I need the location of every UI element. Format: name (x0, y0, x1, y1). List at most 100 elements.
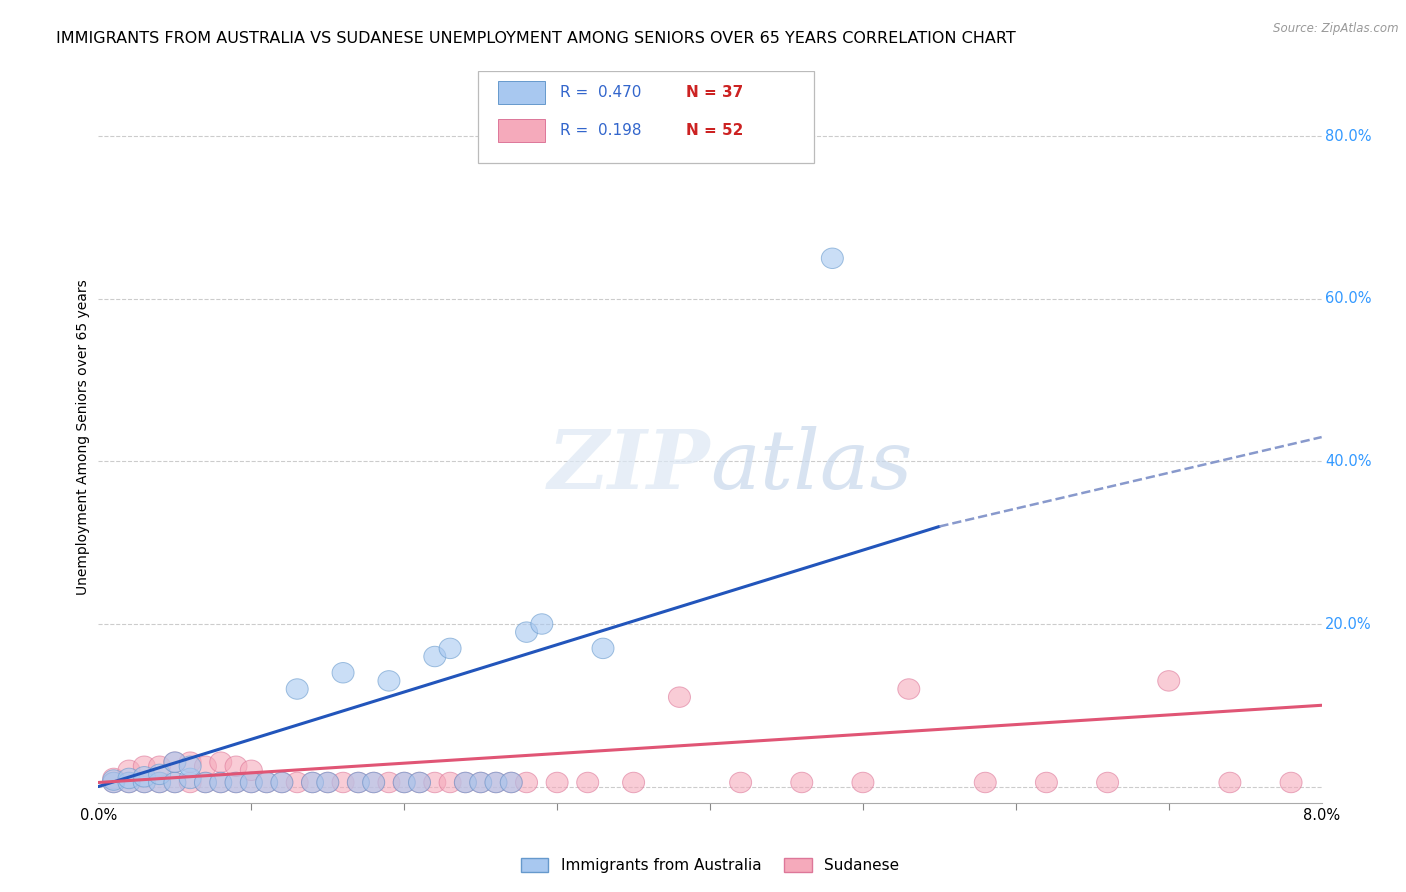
Ellipse shape (179, 752, 201, 772)
Legend: Immigrants from Australia, Sudanese: Immigrants from Australia, Sudanese (515, 852, 905, 880)
Ellipse shape (516, 772, 537, 793)
Ellipse shape (134, 756, 155, 776)
Ellipse shape (194, 756, 217, 776)
Ellipse shape (898, 679, 920, 699)
Text: Source: ZipAtlas.com: Source: ZipAtlas.com (1274, 22, 1399, 36)
Ellipse shape (516, 622, 537, 642)
Ellipse shape (852, 772, 875, 793)
Ellipse shape (225, 756, 247, 776)
Ellipse shape (423, 772, 446, 793)
Ellipse shape (240, 772, 263, 793)
Ellipse shape (316, 772, 339, 793)
Ellipse shape (1157, 671, 1180, 691)
FancyBboxPatch shape (478, 71, 814, 162)
Ellipse shape (454, 772, 477, 793)
Ellipse shape (165, 752, 186, 772)
Ellipse shape (454, 772, 477, 793)
Ellipse shape (179, 756, 201, 776)
Text: ZIP: ZIP (547, 426, 710, 507)
Ellipse shape (576, 772, 599, 793)
Ellipse shape (103, 772, 125, 793)
Ellipse shape (118, 760, 141, 780)
Ellipse shape (134, 766, 155, 787)
Ellipse shape (165, 772, 186, 793)
Text: 80.0%: 80.0% (1326, 128, 1372, 144)
Ellipse shape (332, 663, 354, 683)
Ellipse shape (149, 764, 170, 785)
Text: R =  0.470: R = 0.470 (560, 85, 641, 100)
Text: N = 52: N = 52 (686, 123, 742, 138)
Text: 40.0%: 40.0% (1326, 454, 1372, 469)
Ellipse shape (287, 679, 308, 699)
Ellipse shape (103, 770, 125, 790)
Ellipse shape (149, 756, 170, 776)
Ellipse shape (287, 772, 308, 793)
Ellipse shape (118, 772, 141, 793)
Ellipse shape (378, 671, 399, 691)
Text: 20.0%: 20.0% (1326, 616, 1372, 632)
Ellipse shape (240, 760, 263, 780)
Text: R =  0.198: R = 0.198 (560, 123, 641, 138)
Ellipse shape (225, 772, 247, 793)
Ellipse shape (209, 772, 232, 793)
Ellipse shape (439, 638, 461, 658)
Ellipse shape (974, 772, 997, 793)
Ellipse shape (179, 768, 201, 789)
Ellipse shape (194, 772, 217, 793)
Ellipse shape (256, 772, 277, 793)
Ellipse shape (531, 614, 553, 634)
FancyBboxPatch shape (498, 81, 546, 104)
Ellipse shape (363, 772, 385, 793)
Ellipse shape (316, 772, 339, 793)
Ellipse shape (623, 772, 644, 793)
Ellipse shape (409, 772, 430, 793)
Ellipse shape (668, 687, 690, 707)
Ellipse shape (423, 647, 446, 666)
Ellipse shape (301, 772, 323, 793)
Ellipse shape (592, 638, 614, 658)
Ellipse shape (363, 772, 385, 793)
Ellipse shape (179, 772, 201, 793)
Ellipse shape (332, 772, 354, 793)
Ellipse shape (378, 772, 399, 793)
Ellipse shape (394, 772, 415, 793)
Ellipse shape (209, 772, 232, 793)
Ellipse shape (118, 768, 141, 789)
Ellipse shape (439, 772, 461, 793)
Ellipse shape (256, 772, 277, 793)
Ellipse shape (485, 772, 508, 793)
Ellipse shape (347, 772, 370, 793)
Text: N = 37: N = 37 (686, 85, 742, 100)
Ellipse shape (134, 772, 155, 793)
Ellipse shape (1219, 772, 1241, 793)
Ellipse shape (118, 772, 141, 793)
Ellipse shape (470, 772, 492, 793)
Ellipse shape (347, 772, 370, 793)
Ellipse shape (225, 772, 247, 793)
Ellipse shape (149, 772, 170, 793)
Ellipse shape (134, 772, 155, 793)
Ellipse shape (501, 772, 522, 793)
Ellipse shape (409, 772, 430, 793)
Text: IMMIGRANTS FROM AUSTRALIA VS SUDANESE UNEMPLOYMENT AMONG SENIORS OVER 65 YEARS C: IMMIGRANTS FROM AUSTRALIA VS SUDANESE UN… (56, 31, 1017, 46)
Ellipse shape (103, 772, 125, 793)
Ellipse shape (790, 772, 813, 793)
Ellipse shape (301, 772, 323, 793)
Ellipse shape (165, 752, 186, 772)
Ellipse shape (501, 772, 522, 793)
Ellipse shape (194, 772, 217, 793)
FancyBboxPatch shape (498, 119, 546, 143)
Ellipse shape (1279, 772, 1302, 793)
Y-axis label: Unemployment Among Seniors over 65 years: Unemployment Among Seniors over 65 years (76, 279, 90, 595)
Ellipse shape (1035, 772, 1057, 793)
Ellipse shape (149, 772, 170, 793)
Ellipse shape (485, 772, 508, 793)
Ellipse shape (271, 772, 292, 793)
Text: 60.0%: 60.0% (1326, 292, 1372, 307)
Ellipse shape (821, 248, 844, 268)
Ellipse shape (165, 772, 186, 793)
Ellipse shape (103, 768, 125, 789)
Text: atlas: atlas (710, 426, 912, 507)
Ellipse shape (209, 752, 232, 772)
Ellipse shape (470, 772, 492, 793)
